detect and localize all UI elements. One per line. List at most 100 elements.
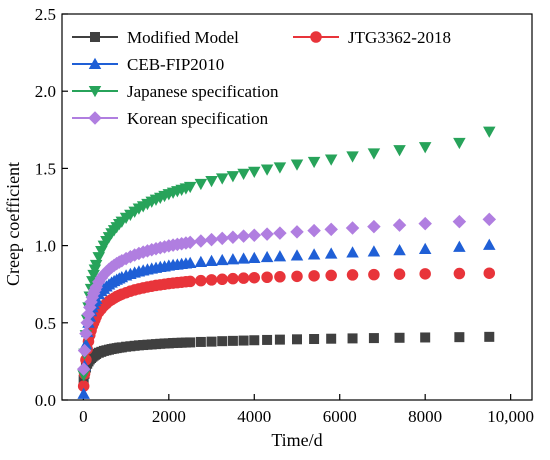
data-point — [418, 142, 432, 154]
y-tick-label: 1.0 — [35, 237, 56, 256]
data-point — [237, 252, 250, 264]
data-point — [183, 256, 197, 269]
data-point — [290, 249, 304, 261]
x-tick-label: 8000 — [408, 407, 442, 426]
data-point — [483, 238, 496, 250]
data-point — [453, 240, 466, 252]
data-point — [195, 274, 207, 287]
data-point — [346, 151, 359, 163]
data-point — [367, 245, 381, 257]
data-point — [420, 332, 431, 343]
data-point — [183, 181, 197, 194]
data-point — [345, 221, 360, 235]
legend-marker — [310, 31, 322, 43]
data-point — [273, 162, 287, 174]
data-point — [205, 274, 218, 286]
data-point — [324, 222, 338, 237]
data-point — [393, 243, 406, 256]
data-point — [368, 333, 379, 344]
data-point — [367, 148, 381, 160]
data-point — [76, 362, 91, 376]
data-point — [236, 229, 251, 243]
legend-marker — [88, 86, 102, 98]
data-point — [194, 234, 208, 248]
data-point — [237, 272, 250, 284]
data-point — [483, 126, 496, 138]
data-point — [419, 268, 431, 280]
data-point — [205, 254, 218, 267]
data-point — [194, 178, 208, 191]
legend-label: CEB-FIP2010 — [127, 55, 224, 74]
data-point — [418, 216, 432, 231]
data-point — [347, 333, 358, 344]
legend-item: JTG3362-2018 — [293, 28, 451, 47]
data-point — [217, 336, 228, 347]
series-modified-model — [78, 331, 495, 385]
data-point — [87, 269, 100, 282]
x-tick-label: 2000 — [152, 407, 186, 426]
series-jtg3362-2018 — [77, 267, 496, 392]
plot-frame — [61, 13, 533, 401]
data-point — [307, 223, 321, 238]
legend-label: Korean specification — [127, 109, 269, 128]
data-point — [290, 159, 304, 171]
data-point — [484, 331, 495, 342]
data-series — [76, 126, 497, 399]
x-tick-label: 6000 — [323, 407, 357, 426]
data-point — [307, 248, 321, 260]
data-point — [77, 343, 92, 358]
data-point — [392, 218, 407, 232]
data-point — [227, 335, 238, 346]
data-point — [291, 270, 303, 283]
data-point — [205, 176, 218, 188]
legend-item: Japanese specification — [72, 82, 279, 101]
data-point — [454, 332, 465, 343]
data-point — [452, 214, 467, 229]
data-point — [393, 268, 406, 280]
legend-label: Japanese specification — [127, 82, 279, 101]
legend-item: Modified Model — [72, 28, 239, 47]
data-point — [194, 255, 208, 267]
legend-marker — [88, 111, 102, 125]
data-point — [273, 226, 287, 240]
legend-marker — [90, 32, 100, 42]
data-point — [238, 335, 249, 346]
data-point — [260, 227, 274, 241]
data-point — [77, 380, 90, 392]
data-point — [248, 271, 261, 284]
data-point — [248, 166, 261, 179]
x-axis-title: Time/d — [271, 430, 322, 450]
data-point — [274, 334, 285, 345]
legend: Modified Model JTG3362-2018 CEB-FIP2010 Jap… — [72, 28, 451, 128]
data-point — [260, 250, 274, 263]
data-point — [260, 164, 274, 176]
legend-label: JTG3362-2018 — [348, 28, 451, 47]
data-point — [215, 231, 229, 246]
data-point — [482, 212, 497, 227]
series-ceb-fip2010 — [77, 238, 496, 399]
y-tick-label: 0.0 — [35, 391, 56, 410]
data-point — [237, 168, 250, 181]
data-point — [216, 273, 228, 286]
data-point — [367, 219, 381, 234]
x-tick-label: 10,000 — [487, 407, 534, 426]
data-point — [273, 250, 287, 262]
data-point — [292, 334, 302, 345]
legend-item: Korean specification — [72, 109, 269, 128]
data-point — [215, 253, 229, 266]
data-point — [204, 232, 219, 247]
data-point — [324, 154, 338, 166]
data-point — [248, 251, 261, 263]
data-point — [453, 267, 466, 280]
data-point — [195, 336, 206, 347]
data-point — [226, 253, 240, 265]
data-point — [183, 235, 197, 250]
data-point — [326, 333, 337, 344]
y-tick-label: 1.5 — [35, 159, 56, 178]
data-point — [274, 271, 286, 283]
data-point — [89, 259, 103, 272]
data-point — [249, 335, 260, 346]
data-point — [309, 334, 320, 345]
